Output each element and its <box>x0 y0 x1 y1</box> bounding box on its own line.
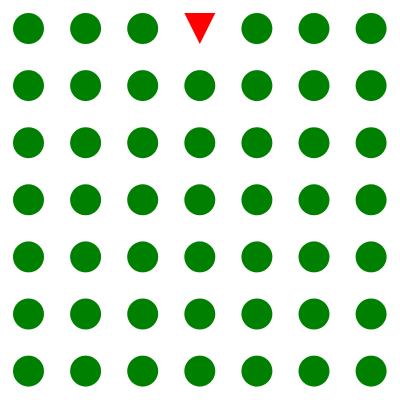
green-circle-icon <box>298 355 330 387</box>
green-circle-icon <box>127 298 159 330</box>
green-circle-icon <box>241 70 273 102</box>
green-circle-icon <box>127 13 159 44</box>
green-circle-icon <box>127 127 159 159</box>
green-circle-icon <box>298 127 330 159</box>
green-circle-icon <box>70 13 102 44</box>
green-circle-icon <box>13 355 44 387</box>
green-circle-icon <box>241 298 273 330</box>
green-circle-icon <box>184 184 216 216</box>
green-circle-icon <box>127 241 159 273</box>
green-circle-icon <box>13 70 44 102</box>
green-circle-icon <box>70 298 102 330</box>
green-circle-icon <box>241 127 273 159</box>
green-circle-icon <box>355 298 387 330</box>
green-circle-icon <box>127 70 159 102</box>
green-circle-icon <box>13 241 44 273</box>
shapes-layer <box>13 13 387 387</box>
green-circle-icon <box>70 241 102 273</box>
green-circle-icon <box>241 355 273 387</box>
green-circle-icon <box>355 184 387 216</box>
green-circle-icon <box>184 127 216 159</box>
green-circle-icon <box>13 127 44 159</box>
green-circle-icon <box>298 241 330 273</box>
green-circle-icon <box>70 70 102 102</box>
green-circle-icon <box>13 13 44 44</box>
green-circle-icon <box>70 127 102 159</box>
green-circle-icon <box>298 13 330 44</box>
green-circle-icon <box>355 355 387 387</box>
green-circle-icon <box>127 184 159 216</box>
green-circle-icon <box>298 298 330 330</box>
green-circle-icon <box>298 70 330 102</box>
green-circle-icon <box>241 13 273 44</box>
green-circle-icon <box>70 184 102 216</box>
green-circle-icon <box>298 184 330 216</box>
green-circle-icon <box>355 13 387 44</box>
green-circle-icon <box>241 241 273 273</box>
green-circle-icon <box>70 355 102 387</box>
green-circle-icon <box>355 70 387 102</box>
green-circle-icon <box>13 298 44 330</box>
green-circle-icon <box>184 241 216 273</box>
green-circle-icon <box>184 70 216 102</box>
green-circle-icon <box>241 184 273 216</box>
green-circle-icon <box>355 127 387 159</box>
green-circle-icon <box>355 241 387 273</box>
red-triangle-icon <box>184 13 216 44</box>
green-circle-icon <box>184 298 216 330</box>
green-circle-icon <box>13 184 44 216</box>
green-circle-icon <box>184 355 216 387</box>
green-circle-icon <box>127 355 159 387</box>
